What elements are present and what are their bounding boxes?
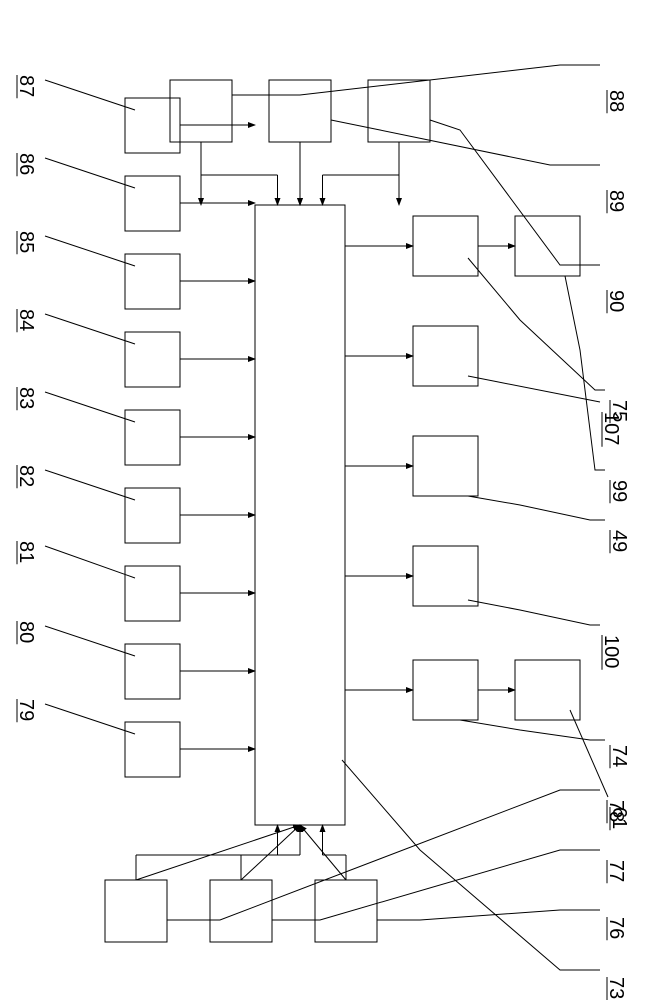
label-text: 85 — [15, 231, 37, 253]
label-group-86: 86 — [15, 153, 37, 176]
leader-line — [272, 850, 600, 920]
label-group-80: 80 — [15, 621, 37, 644]
label-group-89: 89 — [605, 190, 627, 213]
top-block-89 — [269, 80, 331, 142]
label-group-79: 79 — [15, 699, 37, 722]
far-right-block-99 — [515, 216, 580, 276]
label-text: 79 — [15, 699, 37, 721]
label-group-83: 83 — [15, 387, 37, 410]
label-group-100: 100 — [600, 635, 622, 670]
leader-line — [45, 470, 135, 500]
right-block-75 — [413, 216, 478, 276]
label-group-90: 90 — [605, 290, 627, 313]
label-group-81: 81 — [15, 541, 37, 564]
right-block-100 — [413, 546, 478, 606]
left-block-79 — [125, 722, 180, 777]
label-text: 99 — [608, 480, 630, 502]
label-text: 80 — [15, 621, 37, 643]
label-text: 86 — [15, 153, 37, 175]
top-block-88 — [170, 80, 232, 142]
right-block-74 — [413, 660, 478, 720]
label-group-85: 85 — [15, 231, 37, 254]
leader-line — [468, 376, 600, 402]
label-text: 84 — [15, 309, 37, 331]
label-text: 74 — [608, 745, 630, 767]
label-text: 89 — [605, 190, 627, 212]
leader-line — [342, 760, 600, 970]
label-text: 49 — [608, 530, 630, 552]
label-group-61: 61 — [608, 807, 630, 830]
arrow — [241, 825, 300, 880]
block-diagram: 8786858483828180798889907877767510749100… — [0, 0, 654, 1000]
label-text: 83 — [15, 387, 37, 409]
label-group-74: 74 — [608, 745, 630, 768]
left-block-85 — [125, 254, 180, 309]
label-group-82: 82 — [15, 465, 37, 488]
label-group-49: 49 — [608, 530, 630, 553]
bottom-block-77 — [210, 880, 272, 942]
leader-line — [570, 710, 608, 797]
leader-line — [45, 80, 135, 110]
label-text: 90 — [605, 290, 627, 312]
leader-line — [45, 626, 135, 656]
left-block-87 — [125, 98, 180, 153]
left-block-84 — [125, 332, 180, 387]
leader-line — [45, 546, 135, 578]
label-group-77: 77 — [605, 860, 627, 883]
bottom-block-78 — [105, 880, 167, 942]
leader-line — [565, 276, 605, 470]
label-group-73: 73 — [605, 977, 627, 1000]
label-text: 81 — [15, 541, 37, 563]
leader-line — [460, 720, 605, 740]
top-block-90 — [368, 80, 430, 142]
label-text: 82 — [15, 465, 37, 487]
leader-line — [468, 600, 600, 625]
right-block-49 — [413, 436, 478, 496]
label-group-107: 107 — [600, 412, 622, 447]
leader-line — [45, 158, 135, 188]
left-block-86 — [125, 176, 180, 231]
label-text: 107 — [600, 412, 622, 445]
right-block-107 — [413, 326, 478, 386]
label-group-88: 88 — [605, 90, 627, 113]
leader-line — [377, 910, 600, 920]
leader-line — [45, 236, 135, 266]
leader-line — [45, 314, 135, 344]
label-text: 77 — [605, 860, 627, 882]
label-group-84: 84 — [15, 309, 37, 332]
bottom-block-76 — [315, 880, 377, 942]
label-text: 73 — [605, 977, 627, 999]
arrow — [136, 825, 300, 880]
leader-line — [468, 258, 605, 390]
leader-line — [468, 496, 605, 520]
label-text: 76 — [605, 917, 627, 939]
label-text: 61 — [608, 807, 630, 829]
left-block-81 — [125, 566, 180, 621]
left-block-80 — [125, 644, 180, 699]
label-text: 100 — [600, 635, 622, 668]
central-block — [255, 205, 345, 825]
leader-line — [45, 704, 135, 734]
label-group-87: 87 — [15, 75, 37, 98]
leader-line — [45, 392, 135, 422]
left-block-83 — [125, 410, 180, 465]
label-group-99: 99 — [608, 480, 630, 503]
label-group-76: 76 — [605, 917, 627, 940]
label-text: 87 — [15, 75, 37, 97]
left-block-82 — [125, 488, 180, 543]
label-text: 88 — [605, 90, 627, 112]
